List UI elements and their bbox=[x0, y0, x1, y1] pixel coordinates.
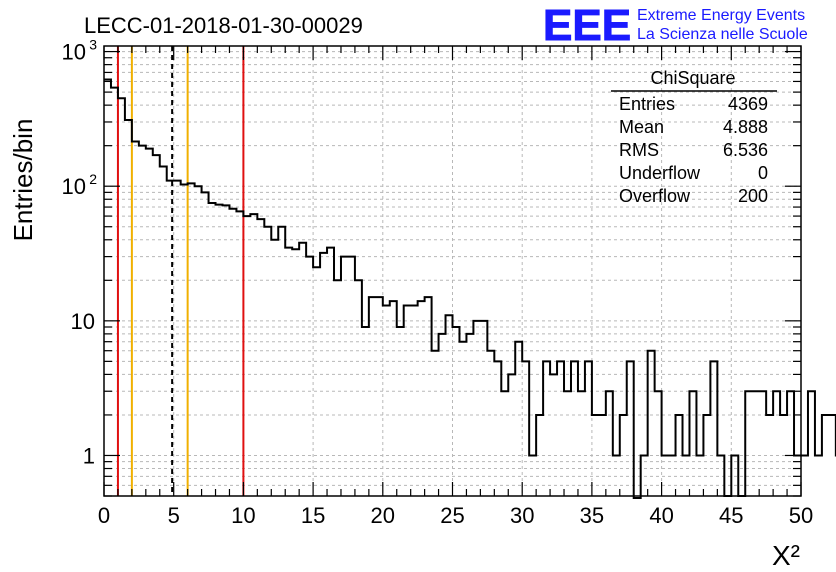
eee-logo-mark: EEE bbox=[543, 1, 631, 50]
x-tick-label: 40 bbox=[649, 503, 673, 528]
stats-row-label: Mean bbox=[619, 117, 664, 137]
y-tick-label: 10 bbox=[71, 309, 95, 334]
x-tick-label: 20 bbox=[371, 503, 395, 528]
stats-row-value: 4369 bbox=[728, 94, 768, 114]
stats-row-value: 200 bbox=[738, 186, 768, 206]
x-tick-label: 45 bbox=[719, 503, 743, 528]
chart-title: LECC-01-2018-01-30-00029 bbox=[84, 13, 363, 38]
x-tick-label: 5 bbox=[168, 503, 180, 528]
y-tick-label: 10 bbox=[62, 174, 86, 199]
x-tick-label: 50 bbox=[789, 503, 813, 528]
stats-rows: Entries 4369 Mean 4.888 RMS 6.536 Underflow 0 Ov… bbox=[619, 94, 768, 206]
x-tick-label: 30 bbox=[510, 503, 534, 528]
axes bbox=[103, 45, 802, 497]
reference-lines bbox=[116, 46, 245, 496]
stats-row-value: 0 bbox=[758, 163, 768, 183]
eee-logo-line2: La Scienza nelle Scuole bbox=[637, 26, 808, 43]
stats-row-value: 4.888 bbox=[723, 117, 768, 137]
x-axis-label: X² bbox=[772, 540, 800, 571]
y-tick-label-exponent: 3 bbox=[89, 37, 97, 53]
x-tick-label: 10 bbox=[231, 503, 255, 528]
stats-row-label: Underflow bbox=[619, 163, 701, 183]
stats-row-value: 6.536 bbox=[723, 140, 768, 160]
histogram-series bbox=[104, 78, 836, 499]
x-tick-label: 0 bbox=[98, 503, 110, 528]
x-tick-label: 25 bbox=[440, 503, 464, 528]
eee-logo-line1: Extreme Energy Events bbox=[637, 7, 805, 24]
y-tick-label: 10 bbox=[62, 40, 86, 65]
stats-title: ChiSquare bbox=[650, 68, 735, 88]
x-tick-label: 15 bbox=[301, 503, 325, 528]
stats-row-label: Entries bbox=[619, 94, 675, 114]
stats-row-label: RMS bbox=[619, 140, 659, 160]
stats-box: ChiSquare Entries 4369 Mean 4.888 RMS 6.536 Un… bbox=[611, 68, 777, 206]
eee-logo: EEE Extreme Energy Events La Scienza nel… bbox=[543, 1, 808, 51]
y-axis-label: Entries/bin bbox=[8, 119, 38, 242]
stats-row-label: Overflow bbox=[619, 186, 691, 206]
y-tick-label: 1 bbox=[83, 443, 95, 468]
x-tick-label: 35 bbox=[580, 503, 604, 528]
y-tick-label-exponent: 2 bbox=[89, 171, 97, 187]
